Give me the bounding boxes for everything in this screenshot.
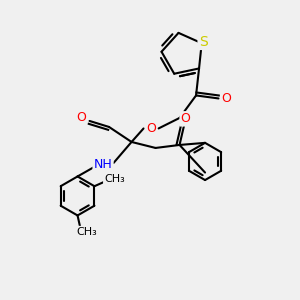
Text: NH: NH: [94, 158, 112, 171]
Text: O: O: [146, 122, 156, 135]
Text: CH₃: CH₃: [77, 227, 98, 237]
Text: S: S: [199, 35, 208, 49]
Text: O: O: [221, 92, 231, 105]
Text: O: O: [76, 112, 86, 124]
Text: CH₃: CH₃: [104, 174, 125, 184]
Text: O: O: [181, 112, 190, 125]
